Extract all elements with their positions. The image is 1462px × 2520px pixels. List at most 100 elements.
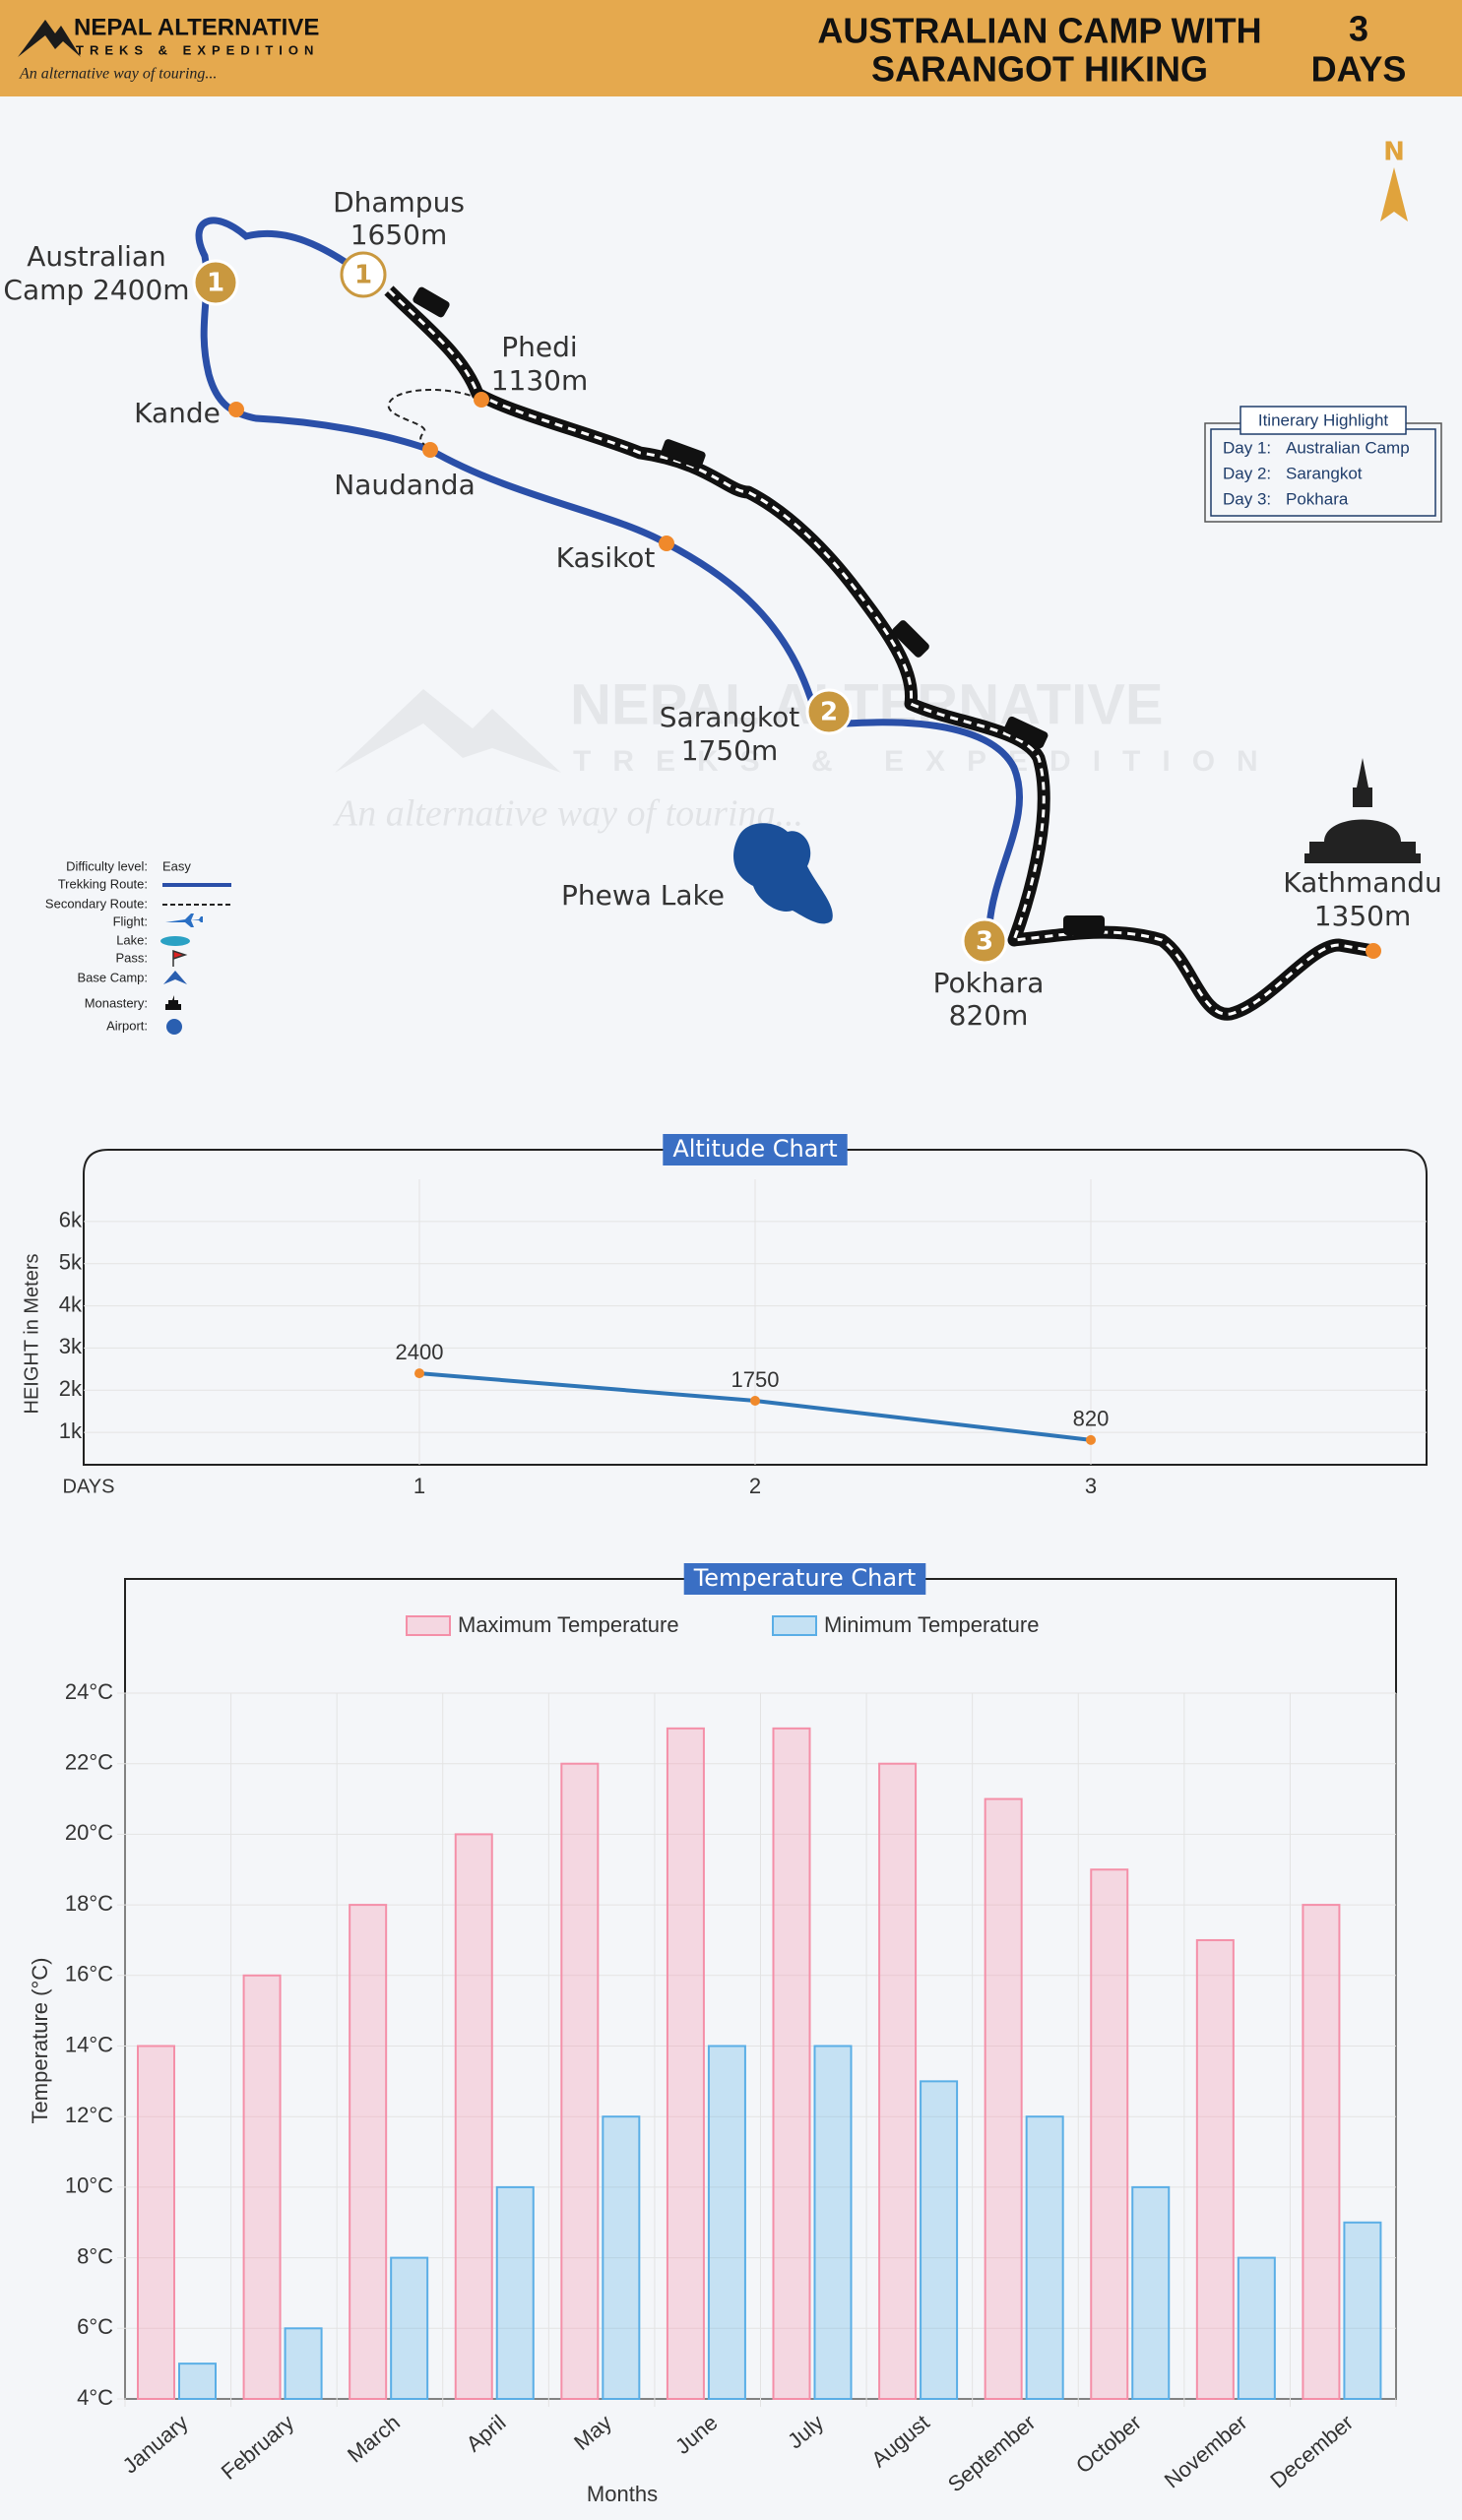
bar: [1090, 1868, 1129, 2400]
bar: [1237, 2256, 1276, 2401]
legend-label: Airport:: [106, 1018, 148, 1033]
place-label: 1130m: [491, 364, 589, 397]
data-label: 1750: [731, 1367, 780, 1392]
chart-title-tab: [683, 1563, 926, 1595]
chart-title-tab: [663, 1134, 848, 1166]
bar: [984, 1797, 1023, 2401]
days-label: DAYS: [1311, 49, 1407, 90]
place-label: Phedi: [501, 331, 577, 363]
header-bar: [0, 0, 1462, 96]
itinerary-place: Sarangkot: [1286, 464, 1363, 482]
place-label: Kande: [134, 397, 221, 429]
legend-swatch: [772, 1615, 817, 1636]
legend-label: Difficulty level:: [66, 858, 148, 873]
bar: [1302, 1904, 1341, 2400]
legend-label: Secondary Route:: [45, 896, 148, 911]
watermark-logo: [335, 689, 561, 773]
jeep-road-dash: [387, 288, 1374, 1016]
brand-sub: TREKS & EXPEDITION: [76, 42, 319, 57]
legend-icon: [163, 971, 187, 984]
bar: [349, 1904, 388, 2400]
y-tick-label: 4k: [59, 1292, 83, 1316]
jeep-icon: [661, 439, 706, 469]
place-label: Kathmandu: [1283, 866, 1441, 899]
place-label: Kasikot: [556, 541, 656, 574]
x-tick-label: 1: [413, 1474, 425, 1498]
y-tick-label: 2k: [59, 1376, 83, 1401]
day-marker: [805, 688, 853, 735]
y-tick-label: 12°C: [65, 2103, 113, 2127]
bar: [920, 2080, 959, 2401]
bar: [707, 2045, 746, 2400]
y-axis-label: HEIGHT in Meters: [21, 1254, 42, 1415]
place-label: 1750m: [681, 734, 779, 767]
brand: NEPAL ALTERNATIVE: [74, 14, 319, 40]
place-label: 820m: [949, 999, 1029, 1032]
stop-dot: [422, 442, 438, 458]
bar: [454, 1833, 493, 2400]
legend-icon: [166, 1019, 182, 1035]
y-tick-label: 8°C: [77, 2243, 113, 2268]
day-marker-label: 1: [207, 269, 224, 298]
place-label: Camp 2400m: [3, 274, 189, 306]
bar: [878, 1762, 918, 2400]
line-point: [1086, 1434, 1096, 1445]
day-marker: [192, 259, 239, 306]
north-label: N: [1383, 138, 1405, 167]
data-label: 2400: [396, 1340, 444, 1364]
day-marker: [340, 251, 387, 298]
x-tick-label: 2: [749, 1474, 761, 1498]
data-label: 820: [1073, 1407, 1110, 1431]
bar: [137, 2045, 175, 2400]
itinerary-day: Day 3:: [1223, 489, 1271, 508]
legend-icon: [172, 949, 188, 967]
y-tick-label: 16°C: [65, 1962, 113, 1986]
day-marker-label: 3: [976, 927, 993, 957]
y-tick-label: 5k: [59, 1250, 83, 1275]
jeep-icon: [892, 620, 929, 658]
y-axis-label: Temperature (°C): [28, 1958, 52, 2124]
legend-label: Pass:: [115, 950, 148, 965]
legend-label: Monastery:: [85, 995, 148, 1010]
legend-value: Easy: [162, 858, 191, 873]
logo-icon: [18, 20, 81, 57]
y-tick-label: 6°C: [77, 2314, 113, 2339]
day-marker-label: 1: [354, 261, 372, 290]
place-label: Pokhara: [933, 967, 1045, 999]
legend-swatch: [406, 1615, 451, 1636]
bar: [666, 1727, 705, 2400]
itinerary-tab: [1240, 406, 1407, 435]
legend-icon: [160, 936, 190, 946]
itinerary-place: Australian Camp: [1286, 438, 1410, 457]
legend-icon: [165, 914, 203, 927]
line-point: [414, 1368, 424, 1379]
place-label: Australian: [27, 240, 166, 273]
itinerary-day: Day 2:: [1223, 464, 1271, 482]
line-point: [750, 1396, 760, 1406]
bar: [178, 2362, 217, 2400]
title: SARANGOT HIKING: [871, 49, 1208, 90]
place-label: 1650m: [350, 219, 448, 251]
legend-icon: [165, 995, 181, 1010]
place-label: Naudanda: [334, 469, 475, 501]
itinerary-title: Itinerary Highlight: [1258, 410, 1389, 429]
stupa: [1304, 758, 1421, 863]
secondary-route: [387, 389, 480, 451]
bar: [1343, 2221, 1382, 2400]
place-label: Sarangkot: [660, 701, 799, 733]
legend-label: Trekking Route:: [58, 876, 148, 891]
x-tick-label: 3: [1085, 1474, 1097, 1498]
legend-label: Maximum Temperature: [458, 1612, 679, 1637]
bar: [495, 2185, 535, 2400]
day-marker: [961, 917, 1008, 965]
stop-dot: [474, 392, 489, 408]
y-tick-label: 6k: [59, 1208, 83, 1232]
y-tick-label: 20°C: [65, 1820, 113, 1845]
x-axis-label: Months: [587, 2482, 658, 2506]
watermark: An alternative way of touring...: [332, 793, 803, 835]
y-tick-label: 3k: [59, 1334, 83, 1358]
place-label: Phewa Lake: [561, 879, 725, 912]
y-tick-label: 22°C: [65, 1750, 113, 1775]
